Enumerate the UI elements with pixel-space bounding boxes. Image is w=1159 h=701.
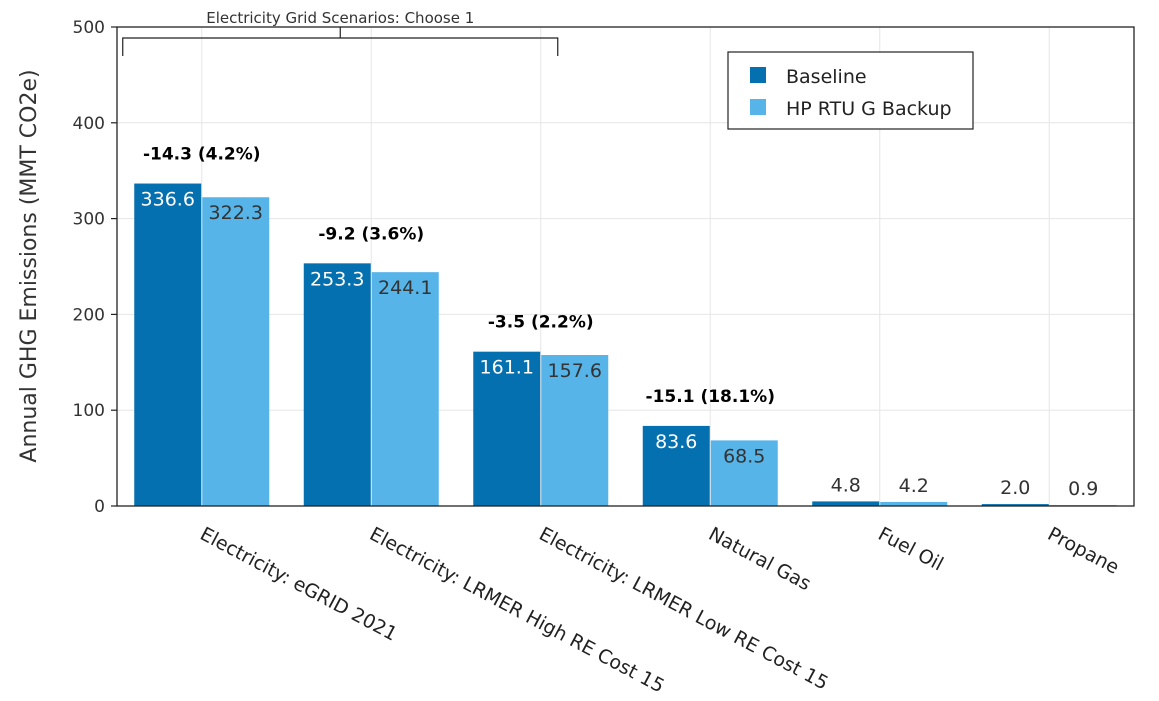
y-tick-label: 200	[73, 305, 105, 325]
difference-annotation: -9.2 (3.6%)	[318, 224, 424, 244]
y-tick-label: 400	[73, 114, 105, 134]
difference-annotation: -3.5 (2.2%)	[488, 313, 594, 333]
bar-baseline-electricity-egrid-2021	[134, 183, 202, 506]
difference-annotation: -15.1 (18.1%)	[646, 387, 775, 407]
bar-value-label: 4.2	[899, 475, 929, 497]
bar-value-label: 244.1	[378, 277, 432, 299]
bar-value-label: 68.5	[723, 445, 765, 467]
bar-hp-rtu-g-backup-electricity-lrmer-low-re-cost-15	[541, 355, 609, 506]
bar-hp-rtu-g-backup-natural-gas	[710, 440, 778, 506]
bar-value-label: 0.9	[1068, 478, 1098, 500]
bar-hp-rtu-g-backup-electricity-lrmer-high-re-cost-15	[371, 272, 439, 506]
bar-baseline-propane	[981, 504, 1049, 506]
legend-swatch-baseline	[750, 67, 766, 83]
bar-value-label: 336.6	[141, 189, 195, 211]
legend-label-hp-rtu-g-backup: HP RTU G Backup	[786, 98, 952, 120]
y-tick-label: 100	[73, 401, 105, 421]
legend-label-baseline: Baseline	[786, 66, 867, 88]
bracket-label: Electricity Grid Scenarios: Choose 1	[206, 9, 474, 27]
difference-annotations: -14.3 (4.2%) -9.2 (3.6%) -3.5 (2.2%) -15.1 …	[143, 145, 775, 407]
y-tick-label: 300	[73, 210, 105, 230]
bar-hp-rtu-g-backup-fuel-oil	[880, 501, 948, 506]
bar-baseline-electricity-lrmer-low-re-cost-15	[473, 351, 541, 506]
bar-value-labels: 336.6 253.3 161.1 83.6 4.8 2.0 322.3 244.1 157.6…	[141, 189, 1099, 501]
grid-scenarios-bracket: Electricity Grid Scenarios: Choose 1	[122, 9, 559, 56]
bar-value-label: 253.3	[310, 268, 364, 290]
y-tick-label: 500	[73, 18, 105, 38]
bar-baseline-electricity-lrmer-high-re-cost-15	[303, 263, 371, 506]
bars-group	[134, 183, 1117, 506]
difference-annotation: -14.3 (4.2%)	[143, 145, 261, 165]
plot-frame	[116, 26, 1135, 507]
bar-value-label: 322.3	[209, 202, 263, 224]
bar-value-label: 4.8	[831, 474, 861, 496]
legend: Baseline HP RTU G Backup	[727, 51, 974, 130]
gridlines	[117, 26, 1134, 507]
bar-value-label: 161.1	[480, 357, 534, 379]
bar-value-label: 157.6	[548, 360, 602, 382]
legend-swatch-hp-rtu-g-backup	[750, 99, 766, 115]
bar-baseline-fuel-oil	[812, 501, 880, 506]
y-tick-label: 0	[94, 497, 105, 517]
bar-baseline-natural-gas	[642, 425, 710, 506]
bar-value-label: 83.6	[655, 431, 697, 453]
bar-value-label: 2.0	[1000, 477, 1030, 499]
y-axis-title: Annual GHG Emissions (MMT CO2e)	[17, 69, 42, 462]
y-axis-ticks: 0 100 200 300 400 500	[73, 18, 117, 517]
bar-hp-rtu-g-backup-electricity-egrid-2021	[202, 197, 270, 506]
legend-box	[727, 51, 974, 130]
